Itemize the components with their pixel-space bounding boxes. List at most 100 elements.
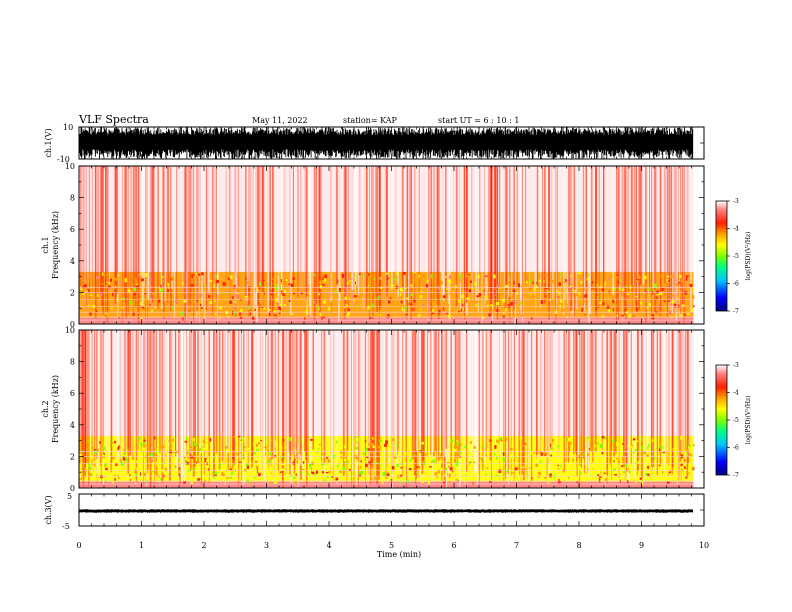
spectrogram-speckle	[229, 300, 233, 304]
spectrogram-streak	[225, 166, 227, 290]
spectrogram-speckle	[456, 478, 458, 482]
spectrogram-streak	[174, 330, 176, 451]
spectrogram-streak	[192, 330, 195, 478]
spectrogram-speckle	[250, 314, 253, 317]
spectrogram-speckle	[629, 468, 633, 472]
spectrogram-streak	[285, 330, 288, 474]
spectrogram-speckle	[316, 451, 318, 454]
spectrogram-streak	[634, 330, 636, 481]
spectrogram-speckle	[285, 470, 287, 473]
spectrogram-speckle	[478, 293, 482, 297]
spectrogram-speckle	[99, 438, 103, 441]
spectrogram-streak	[573, 330, 575, 455]
spectrogram-streak	[235, 166, 238, 288]
spectrogram-speckle	[104, 463, 108, 465]
spectrogram-speckle	[621, 288, 625, 291]
spectrogram-streak	[203, 330, 205, 475]
spectrogram-streak	[251, 330, 253, 468]
spectrogram-streak	[98, 330, 101, 452]
spectrogram-speckle	[644, 454, 647, 458]
spectrogram-streak	[225, 330, 227, 456]
spectrogram-speckle	[106, 313, 110, 318]
spectrogram-speckle	[238, 446, 240, 450]
spectrogram-speckle	[386, 313, 390, 318]
spectrogram-streak	[544, 166, 546, 304]
spectrogram-speckle	[589, 314, 592, 317]
spectrogram-speckle	[485, 451, 488, 454]
spectrogram-streak	[533, 166, 535, 295]
spectrogram-streak	[176, 166, 178, 305]
spectrogram-streak	[545, 330, 547, 460]
x-tick-label: 4	[326, 541, 331, 550]
spectrogram-speckle	[550, 443, 552, 447]
spectrogram-speckle	[408, 447, 411, 450]
spectrogram-speckle	[184, 440, 188, 443]
spectrogram-speckle	[307, 314, 311, 317]
spectrogram-speckle	[107, 287, 111, 291]
spectrogram-streak	[378, 330, 380, 480]
spectrogram-speckle	[666, 275, 670, 278]
spectrogram-streak	[239, 330, 242, 459]
spectrogram-speckle	[300, 292, 303, 295]
spectrogram-speckle	[94, 460, 98, 464]
spectrogram-speckle	[647, 288, 650, 291]
spectrogram-speckle	[272, 464, 274, 468]
spectrogram-speckle	[466, 305, 470, 307]
spectrogram-speckle	[139, 302, 143, 305]
spectrogram-speckle	[308, 436, 311, 438]
spectrogram-speckle	[359, 272, 361, 275]
spectrogram-speckle	[579, 472, 582, 475]
spectrogram-speckle	[277, 305, 281, 310]
spectrogram-streak	[595, 166, 598, 318]
spectrogram-streak	[535, 166, 537, 287]
spectrogram-streak	[108, 330, 110, 461]
spectrogram-speckle	[111, 442, 114, 444]
spectrogram-streak	[411, 330, 414, 460]
spectrogram-speckle	[583, 288, 585, 291]
spectrogram-speckle	[81, 476, 83, 478]
spectrogram-speckle	[189, 305, 192, 309]
spectrogram-speckle	[488, 313, 491, 317]
spectrogram-speckle	[654, 289, 656, 292]
spectrogram-speckle	[530, 292, 532, 296]
spectrogram-speckle	[633, 315, 635, 318]
spectrogram-speckle	[556, 453, 559, 456]
y-tick-label: 10	[65, 162, 75, 171]
spectrogram-streak	[504, 330, 507, 479]
spectrogram-speckle	[505, 285, 508, 288]
spectrogram-speckle	[380, 308, 382, 312]
spectrogram-speckle	[642, 279, 645, 284]
spectrogram-speckle	[245, 312, 248, 316]
spectrogram-speckle	[233, 311, 236, 315]
spectrogram-speckle	[360, 465, 362, 470]
spectrogram-speckle	[469, 441, 472, 444]
spectrogram-speckle	[543, 279, 545, 284]
spectrogram-speckle	[347, 308, 350, 312]
spectrogram-streak	[283, 330, 285, 460]
spectrogram-speckle	[473, 446, 476, 449]
spectrogram-streak	[585, 166, 587, 294]
spectrogram-streak	[388, 166, 390, 288]
spectrogram-streak	[108, 166, 110, 292]
spectrogram-speckle	[663, 471, 666, 475]
spectrogram-speckle	[378, 463, 381, 466]
spectrogram-speckle	[192, 274, 195, 276]
spectrogram-speckle	[105, 467, 108, 471]
spectrogram-speckle	[632, 312, 635, 315]
ch1-waveform-trace	[78, 127, 694, 159]
spectrogram-speckle	[558, 302, 562, 306]
spectrogram-speckle	[168, 453, 171, 455]
spectrogram-streak	[408, 166, 410, 303]
spectrogram-streak	[401, 166, 404, 290]
spectrogram-speckle	[185, 299, 187, 302]
spectrogram-streak	[474, 330, 476, 471]
spectrogram-speckle	[608, 290, 610, 294]
spectrogram-streak	[84, 166, 86, 318]
spectrogram-speckle	[421, 479, 424, 483]
spectrogram-streak	[292, 166, 295, 286]
spectrogram-speckle	[88, 273, 91, 277]
spectrogram-speckle	[641, 481, 644, 486]
spectrogram-speckle	[494, 288, 496, 290]
spectrogram-speckle	[294, 272, 297, 276]
spectrogram-speckle	[292, 292, 296, 295]
